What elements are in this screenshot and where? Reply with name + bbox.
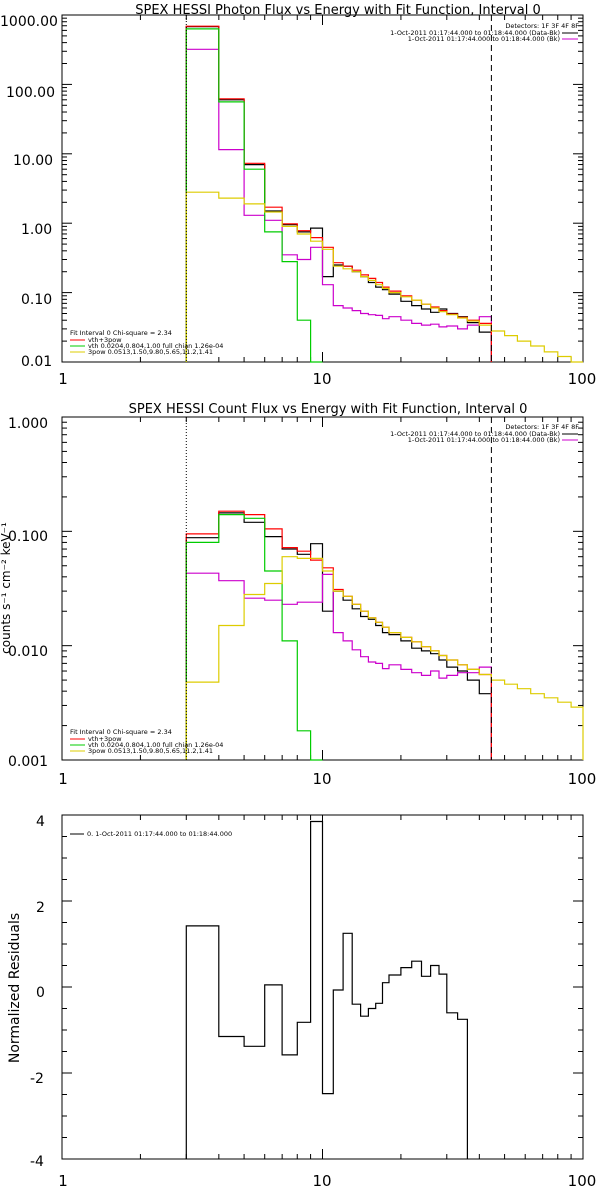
photon-flux-data [185, 25, 583, 363]
x-tick-label-10: 10 [312, 1172, 331, 1190]
y-tick-label-0.1: 0.10 [21, 292, 52, 308]
y-tick-label-4: 4 [36, 814, 45, 830]
count-flux-title: SPEX HESSI Count Flux vs Energy with Fit… [129, 402, 528, 417]
background-series [185, 48, 492, 362]
legend-data-label: 1-Oct-2011 01:17:44.000 to 01:18:44.000 … [390, 29, 560, 37]
legend-detectors: Detectors: 1F 3F 4F 8F [505, 22, 579, 30]
fit-legend-total-label: vth+3pow [88, 336, 122, 344]
x-tick-label-10: 10 [312, 370, 331, 388]
fit-legend-header: Fit Interval 0 Chi-square = 2.34 [70, 329, 172, 337]
y-tick-label-0.01: 0.01 [21, 354, 52, 370]
thermal-series [185, 514, 323, 761]
legend-data-label: 1-Oct-2011 01:17:44.000 to 01:18:44.000 … [390, 430, 560, 438]
fit-legend-3pow-label: 3pow 0.0513,1.50,9.80,5.65,11.2,1.41 [88, 348, 213, 356]
legend-bk-label: 1-Oct-2011 01:17:44.000 to 01:18:44.000 … [408, 436, 560, 444]
photon-flux-title: SPEX HESSI Photon Flux vs Energy with Fi… [135, 3, 541, 18]
photon-flux-ticks [61, 14, 584, 363]
count-flux-ticks [61, 416, 584, 761]
y-tick-label-1000: 1000.00 [0, 14, 58, 30]
residuals-legend-label: 0. 1-Oct-2011 01:17:44.000 to 01:18:44.0… [87, 830, 232, 838]
x-tick-label-1: 1 [58, 1172, 68, 1190]
x-tick-label-100: 100 [568, 1172, 597, 1190]
y-tick-label-0: 0 [36, 985, 45, 1001]
count-flux-ylabel: counts s⁻¹ cm⁻² keV⁻¹ [0, 522, 13, 654]
total-fit-series [185, 510, 492, 760]
y-tick-label-0.01: 0.010 [8, 644, 48, 660]
x-tick-label-100: 100 [568, 370, 597, 388]
background-series [185, 572, 492, 760]
fit-legend-header: Fit Interval 0 Chi-square = 2.34 [70, 728, 172, 736]
count-flux-panel: SPEX HESSI Count Flux vs Energy with Fit… [0, 402, 596, 788]
x-tick-label-100: 100 [568, 770, 597, 788]
fit-legend-total-label: vth+3pow [88, 735, 122, 743]
photon-flux-panel: SPEX HESSI Photon Flux vs Energy with Fi… [0, 3, 596, 388]
residuals-data [185, 820, 468, 1159]
fit-legend-vth-label: vth 0.0204,0.804,1.00 full chian 1.26e-0… [88, 342, 223, 350]
data-series [185, 512, 492, 760]
thermal-series [185, 28, 323, 363]
count-flux-data [185, 510, 584, 761]
y-tick-label-1: 1.000 [8, 416, 48, 432]
x-tick-label-1: 1 [58, 770, 68, 788]
count-flux-range-markers [185, 417, 492, 760]
power-law-series [185, 556, 584, 760]
fit-legend-vth-label: vth 0.0204,0.804,1.00 full chian 1.26e-0… [88, 741, 223, 749]
y-tick-label-0.1: 0.100 [8, 529, 48, 545]
photon-flux-range-markers [185, 15, 492, 362]
x-tick-label-1: 1 [58, 370, 68, 388]
power-law-series [185, 191, 583, 363]
residuals-panel: Normalized Residuals 4 2 0 -2 -4 1 10 10… [7, 814, 596, 1190]
y-tick-label-0.001: 0.001 [8, 754, 48, 770]
residuals-ylabel: Normalized Residuals [7, 913, 23, 1063]
y-tick-label-1: 1.00 [21, 222, 52, 238]
legend-detectors: Detectors: 1F 3F 4F 8F [505, 423, 579, 431]
residuals-series [185, 820, 468, 1159]
legend-bk-label: 1-Oct-2011 01:17:44.000 to 01:18:44.000 … [408, 35, 560, 43]
y-tick-label-neg2: -2 [30, 1071, 44, 1087]
photon-flux-frame [61, 14, 584, 363]
y-tick-label-10: 10.00 [13, 153, 53, 169]
y-tick-label-2: 2 [36, 900, 45, 916]
x-tick-label-10: 10 [312, 770, 331, 788]
fit-legend-3pow-label: 3pow 0.0513,1.50,9.80,5.65,11.2,1.41 [88, 747, 213, 755]
y-tick-label-100: 100.00 [6, 85, 55, 101]
y-tick-label-neg4: -4 [30, 1154, 44, 1170]
residuals-ticks [61, 814, 584, 1160]
